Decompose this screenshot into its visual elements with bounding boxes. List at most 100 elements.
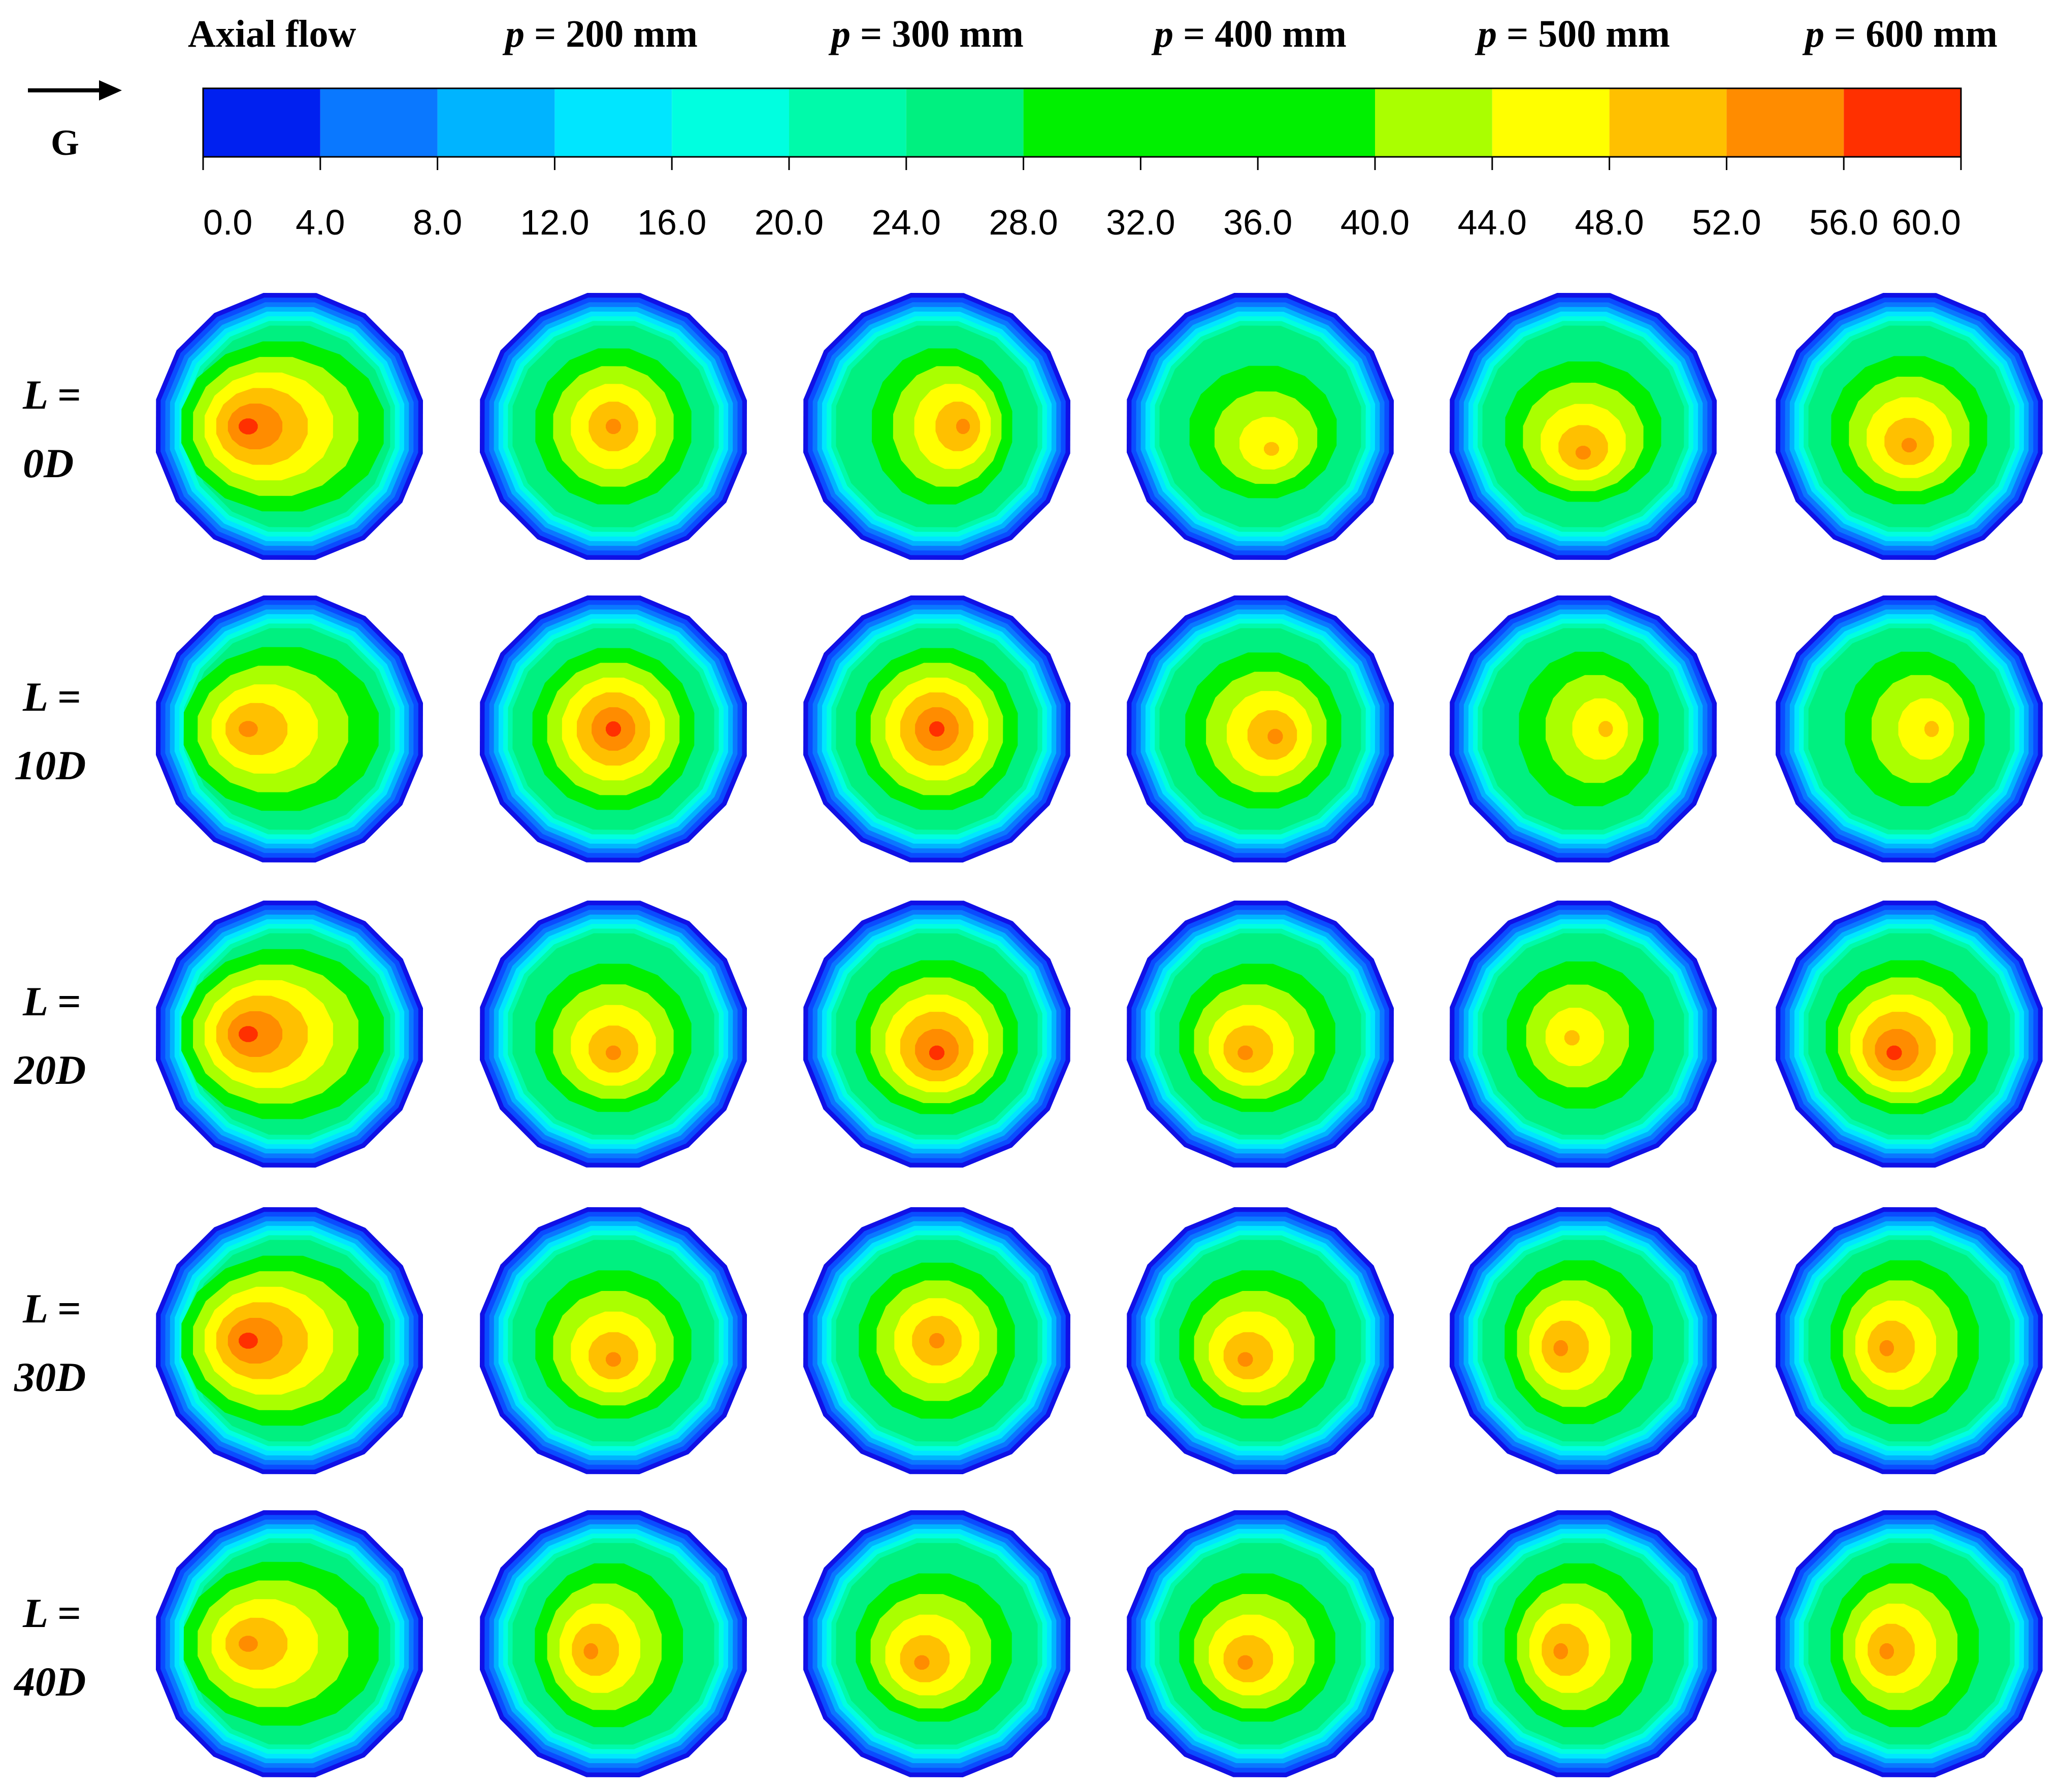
contour-level-12 [1553, 1643, 1568, 1660]
contour-level-11 [1598, 721, 1613, 737]
colorbar-band-7 [906, 88, 1024, 157]
contour-level-12 [1879, 1643, 1894, 1660]
row-label-5-line2: 40D [13, 1658, 86, 1705]
colorbar-band-11 [1609, 88, 1727, 157]
contour-level-12 [1267, 728, 1283, 744]
contour-disc-r3-c3 [803, 901, 1070, 1168]
gravity-arrow-icon [99, 80, 122, 101]
colorbar-tick-label: 20.0 [755, 203, 824, 242]
contour-disc-r4-c3 [803, 1207, 1070, 1474]
colorbar-tick-label: 36.0 [1223, 203, 1292, 242]
contour-disc-r3-c6 [1776, 901, 2043, 1168]
contour-level-12 [1879, 1340, 1894, 1356]
colorbar-band-13 [1844, 88, 1961, 157]
contour-level-13 [239, 1333, 258, 1349]
contour-disc-r3-c5 [1450, 901, 1717, 1168]
colorbar-tick-label: 0.0 [203, 203, 252, 242]
row-labels: L = 0D L = 10D L = 20D L = 30D L = 40D [13, 372, 86, 1705]
contour-level-12 [1576, 446, 1591, 460]
colorbar-band-9 [1375, 88, 1492, 157]
contour-disc-r4-c6 [1776, 1207, 2043, 1474]
colorbar-band-2 [320, 88, 438, 157]
contour-disc-r4-c4 [1127, 1207, 1394, 1474]
contour-disc-r1-c3 [803, 293, 1070, 560]
colorbar-tick-label: 16.0 [637, 203, 706, 242]
contour-disc-r5-c1 [156, 1510, 423, 1777]
contour-disc-r2-c4 [1127, 595, 1394, 862]
row-label-3-line2: 20D [14, 1047, 86, 1093]
contour-level-12 [914, 1655, 930, 1670]
colorbar-tick-label: 28.0 [989, 203, 1058, 242]
contour-level-11 [1564, 1030, 1580, 1046]
contour-disc-r4-c5 [1450, 1207, 1717, 1474]
contour-disc-r1-c4 [1127, 293, 1394, 560]
row-label-2-line1: L = [22, 674, 81, 720]
colorbar-tick-label: 8.0 [413, 203, 462, 242]
contour-level-13 [929, 1045, 944, 1060]
contour-level-12 [1237, 1352, 1253, 1367]
contour-level-13 [239, 418, 258, 435]
contour-disc-r2-c2 [480, 595, 747, 862]
contour-disc-r3-c2 [480, 901, 747, 1168]
contour-disc-r5-c2 [480, 1510, 747, 1777]
contour-level-12 [239, 1636, 258, 1652]
colorbar-tick-label: 24.0 [872, 203, 941, 242]
contour-level-12 [583, 1643, 598, 1660]
colorbar-ticks: 0.0 4.0 8.0 12.0 16.0 20.0 24.0 28.0 32.0 36.0 40.… [202, 157, 1962, 242]
contour-grid [156, 293, 2043, 1777]
colorbar-tick-label: 4.0 [296, 203, 345, 242]
contour-level-12 [606, 1352, 621, 1367]
colorbar-frame [202, 87, 1962, 158]
contour-disc-r3-c4 [1127, 901, 1394, 1168]
contour-disc-r5-c3 [803, 1510, 1070, 1777]
contour-disc-r3-c1 [156, 901, 423, 1168]
column-header-2: p = 300 mm [828, 13, 1024, 55]
column-header-1: p = 200 mm [502, 13, 698, 55]
colorbar-band-10 [1492, 88, 1610, 157]
contour-disc-r5-c4 [1127, 1510, 1394, 1777]
row-label-5-line1: L = [22, 1590, 81, 1636]
contour-disc-r4-c2 [480, 1207, 747, 1474]
contour-level-11 [1264, 442, 1280, 456]
contour-disc-r1-c6 [1776, 293, 2043, 560]
contour-level-13 [606, 721, 621, 737]
contour-level-12 [1237, 1045, 1253, 1060]
row-label-4-line1: L = [22, 1285, 81, 1332]
colorbar-band-6 [789, 88, 906, 157]
colorbar-band-5 [672, 88, 789, 157]
colorbar-tick-label: 40.0 [1340, 203, 1410, 242]
contour-level-11 [1924, 721, 1939, 737]
colorbar-band-3 [437, 88, 555, 157]
row-label-2-line2: 10D [14, 742, 86, 788]
contour-disc-r1-c5 [1450, 293, 1717, 560]
contour-level-12 [1553, 1340, 1568, 1356]
contour-disc-r2-c3 [803, 595, 1070, 862]
contour-level-12 [606, 419, 621, 434]
colorbar-band-8 [1023, 88, 1375, 157]
row-label-1-line1: L = [22, 372, 81, 418]
contour-level-12 [956, 419, 970, 434]
row-label-4-line2: 30D [14, 1354, 86, 1400]
axial-flow-header: Axial flow [188, 13, 356, 55]
gravity-label: G [51, 122, 79, 163]
colorbar-tick-label: 48.0 [1575, 203, 1644, 242]
colorbar-tick-label: 60.0 [1892, 203, 1961, 242]
gravity-indicator: G [28, 80, 122, 163]
colorbar-band-4 [554, 88, 672, 157]
colorbar-tick-label: 32.0 [1106, 203, 1175, 242]
contour-disc-r2-c5 [1450, 595, 1717, 862]
contour-disc-r2-c1 [156, 595, 423, 862]
column-header-3: p = 400 mm [1151, 13, 1347, 55]
contour-disc-r1-c2 [480, 293, 747, 560]
colorbar-tick-label: 44.0 [1458, 203, 1527, 242]
column-header-5: p = 600 mm [1802, 13, 1998, 55]
row-label-1-line2: 0D [23, 440, 74, 486]
colorbar-band-1 [203, 88, 320, 157]
contour-disc-r5-c5 [1450, 1510, 1717, 1777]
contour-level-12 [929, 1333, 944, 1348]
column-header-4: p = 500 mm [1475, 13, 1670, 55]
colorbar-tick-label: 56.0 [1809, 203, 1878, 242]
contour-disc-r5-c6 [1776, 1510, 2043, 1777]
contour-level-12 [1902, 438, 1917, 453]
